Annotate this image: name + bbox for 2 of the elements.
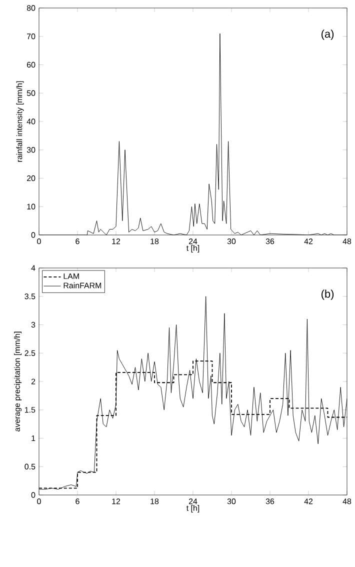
annotation: (b) [322,290,334,300]
annotation: (a) [322,30,334,40]
